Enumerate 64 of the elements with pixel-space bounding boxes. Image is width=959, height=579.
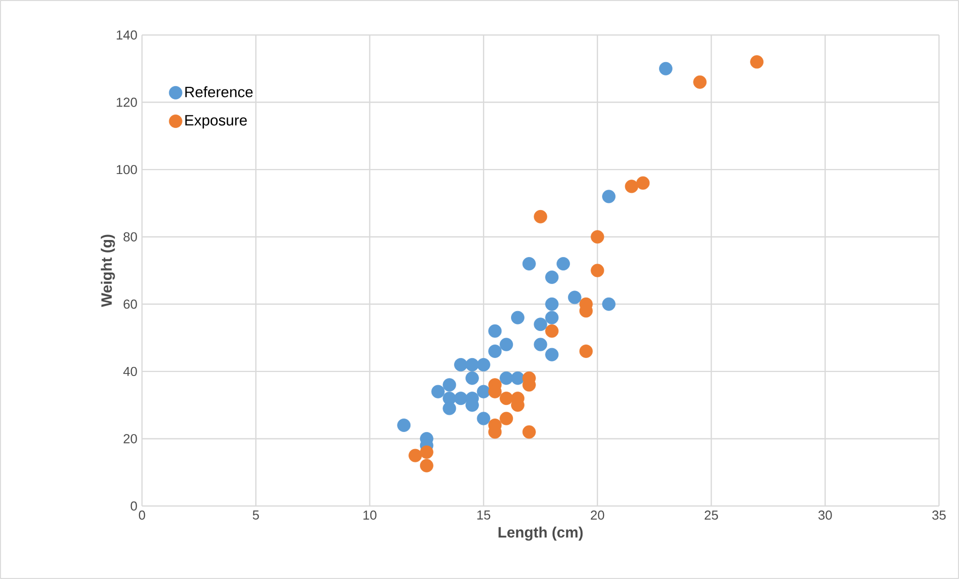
y-tick-label: 0 xyxy=(130,501,137,511)
point xyxy=(534,338,548,352)
point xyxy=(442,378,456,392)
point xyxy=(488,344,502,358)
point xyxy=(545,310,559,324)
point xyxy=(500,338,514,352)
x-tick-label: 35 xyxy=(932,510,946,520)
point xyxy=(636,176,650,190)
point xyxy=(568,290,582,304)
y-tick-label: 40 xyxy=(123,366,137,376)
x-tick-label: 30 xyxy=(818,510,832,520)
point xyxy=(397,418,411,432)
y-tick-label: 140 xyxy=(116,30,137,40)
point xyxy=(624,180,638,194)
x-tick-label: 25 xyxy=(704,510,718,520)
point xyxy=(579,344,593,358)
x-tick-label: 10 xyxy=(363,510,376,520)
point xyxy=(545,270,559,284)
point xyxy=(488,324,502,338)
point xyxy=(511,371,524,385)
point xyxy=(476,358,490,372)
point xyxy=(442,402,456,416)
x-axis-title: Length (cm) xyxy=(498,526,583,541)
point xyxy=(522,257,536,270)
point xyxy=(476,412,490,426)
point xyxy=(420,445,434,459)
y-axis-title: Weight (g) xyxy=(100,234,115,308)
x-tick-label: 0 xyxy=(138,510,146,520)
point xyxy=(500,412,514,426)
y-tick-label: 120 xyxy=(116,98,137,107)
x-tick-label: 20 xyxy=(590,510,604,520)
legend-label: Exposure xyxy=(185,115,247,129)
point xyxy=(431,384,445,398)
point xyxy=(545,348,559,362)
y-tick-label: 80 xyxy=(124,232,137,242)
point xyxy=(602,297,616,311)
y-tick-label: 100 xyxy=(116,164,137,174)
y-tick-label: 60 xyxy=(124,300,137,309)
point xyxy=(534,318,548,332)
point xyxy=(408,448,422,462)
legend-label: Reference xyxy=(185,86,253,98)
point xyxy=(465,371,479,385)
point xyxy=(511,310,524,324)
point xyxy=(454,358,468,372)
point xyxy=(500,371,514,385)
point xyxy=(693,75,707,89)
x-tick-label: 5 xyxy=(252,510,259,520)
point xyxy=(534,210,548,224)
point xyxy=(590,230,604,244)
point xyxy=(602,190,616,204)
point xyxy=(476,384,490,398)
point xyxy=(556,257,570,270)
x-tick-label: 15 xyxy=(477,510,490,520)
point xyxy=(545,297,559,311)
point xyxy=(420,458,434,472)
point xyxy=(522,425,536,439)
point xyxy=(454,392,468,406)
point xyxy=(750,55,764,69)
point xyxy=(465,358,479,372)
point xyxy=(590,264,604,278)
point xyxy=(545,324,559,338)
y-tick-label: 20 xyxy=(124,434,137,444)
point xyxy=(500,392,514,406)
point xyxy=(659,62,672,76)
